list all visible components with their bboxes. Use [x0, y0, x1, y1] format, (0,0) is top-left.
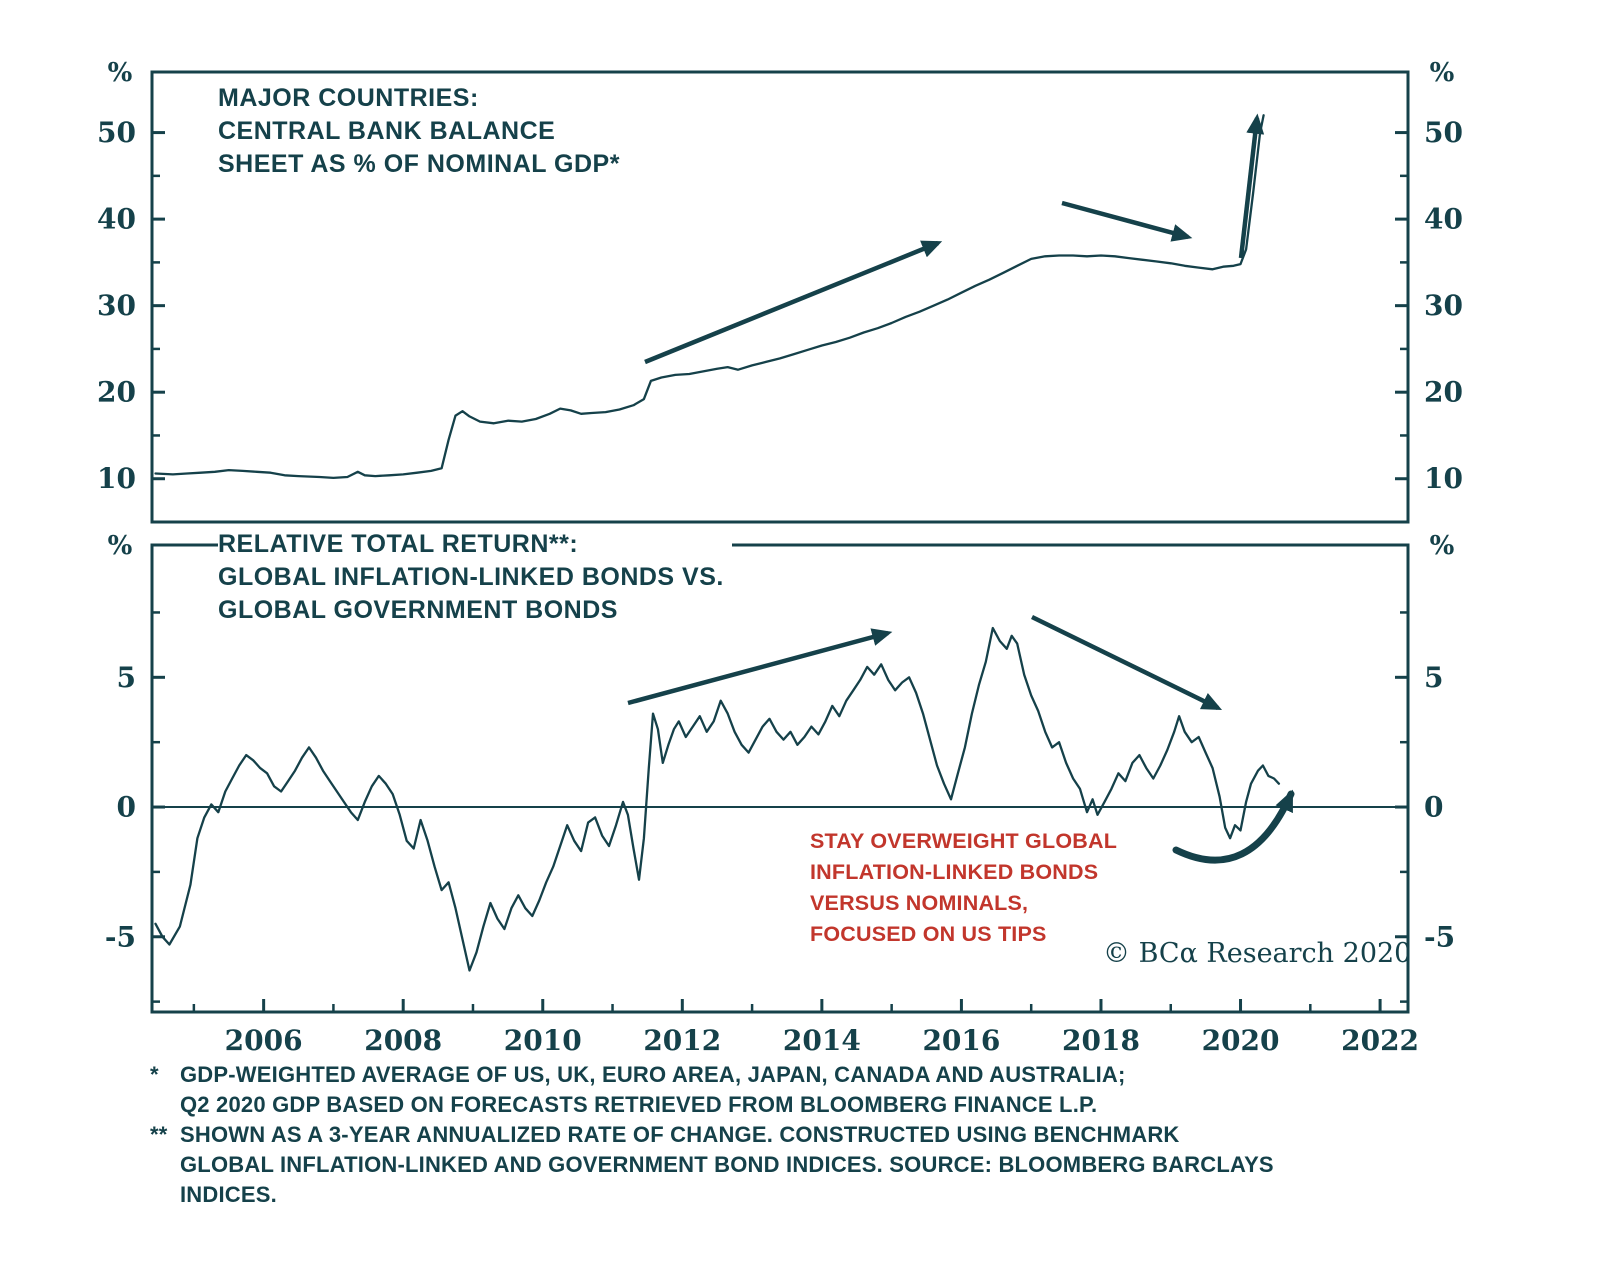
top-panel-frame: [150, 70, 1410, 524]
percent-label-left: %: [108, 531, 133, 561]
footnote-1: * GDP-WEIGHTED AVERAGE OF US, UK, EURO A…: [150, 1060, 1480, 1120]
trend-arrow-4: [627, 628, 893, 706]
y-tick-label: 10: [97, 462, 136, 495]
x-tick-label: 2010: [504, 1024, 582, 1057]
y-tick-label: 20: [97, 376, 136, 409]
y-tick-label: 0: [1424, 791, 1443, 824]
overweight-annotation: STAY OVERWEIGHT GLOBAL INFLATION-LINKED …: [810, 829, 1118, 946]
percent-label-right: %: [1430, 58, 1455, 88]
trend-arrow-3: [1238, 113, 1265, 259]
curved-up-arrow: [1172, 789, 1295, 864]
x-tick-label: 2008: [364, 1024, 442, 1057]
footnote-2-marker: **: [150, 1122, 168, 1147]
footnotes-block: * GDP-WEIGHTED AVERAGE OF US, UK, EURO A…: [150, 1060, 1480, 1210]
y-tick-label: 30: [97, 289, 136, 322]
x-tick-label: 2018: [1062, 1024, 1140, 1057]
y-tick-label: 20: [1424, 376, 1463, 409]
top-series-line: [154, 114, 1265, 480]
x-tick-label: 2020: [1202, 1024, 1280, 1057]
y-tick-label: 5: [117, 661, 136, 694]
x-tick-label: 2012: [643, 1024, 721, 1057]
trend-arrow-5: [1031, 614, 1223, 711]
percent-label-left: %: [108, 58, 133, 88]
y-tick-label: 50: [1424, 116, 1463, 149]
footnote-2-text: SHOWN AS A 3-YEAR ANNUALIZED RATE OF CHA…: [180, 1122, 1274, 1207]
top-chart-title: MAJOR COUNTRIES: CENTRAL BANK BALANCE SH…: [218, 82, 628, 181]
y-tick-label: 40: [1424, 203, 1463, 236]
footnote-1-marker: *: [150, 1062, 159, 1087]
y-tick-label: 40: [97, 203, 136, 236]
x-tick-label: 2022: [1341, 1024, 1419, 1057]
footnote-2: ** SHOWN AS A 3-YEAR ANNUALIZED RATE OF …: [150, 1120, 1480, 1210]
y-tick-label: 0: [117, 791, 136, 824]
y-tick-label: -5: [1424, 920, 1455, 953]
bottom-panel-frame: [150, 543, 1410, 1014]
trend-arrow-1: [644, 240, 943, 365]
x-tick-label: 2014: [783, 1024, 861, 1057]
y-tick-label: 30: [1424, 289, 1463, 322]
bottom-series-line: [154, 626, 1281, 972]
x-tick-label: 2006: [225, 1024, 303, 1057]
y-tick-label: -5: [105, 920, 136, 953]
y-tick-label: 50: [97, 116, 136, 149]
footnote-1-text: GDP-WEIGHTED AVERAGE OF US, UK, EURO ARE…: [180, 1062, 1126, 1117]
y-tick-label: 10: [1424, 462, 1463, 495]
trend-arrow-2: [1061, 200, 1193, 242]
percent-label-right: %: [1430, 531, 1455, 561]
x-tick-label: 2016: [922, 1024, 1000, 1057]
copyright-text: © BCα Research 2020: [1103, 938, 1412, 969]
bottom-chart-title: RELATIVE TOTAL RETURN**: GLOBAL INFLATIO…: [218, 528, 732, 627]
y-tick-label: 5: [1424, 661, 1443, 694]
